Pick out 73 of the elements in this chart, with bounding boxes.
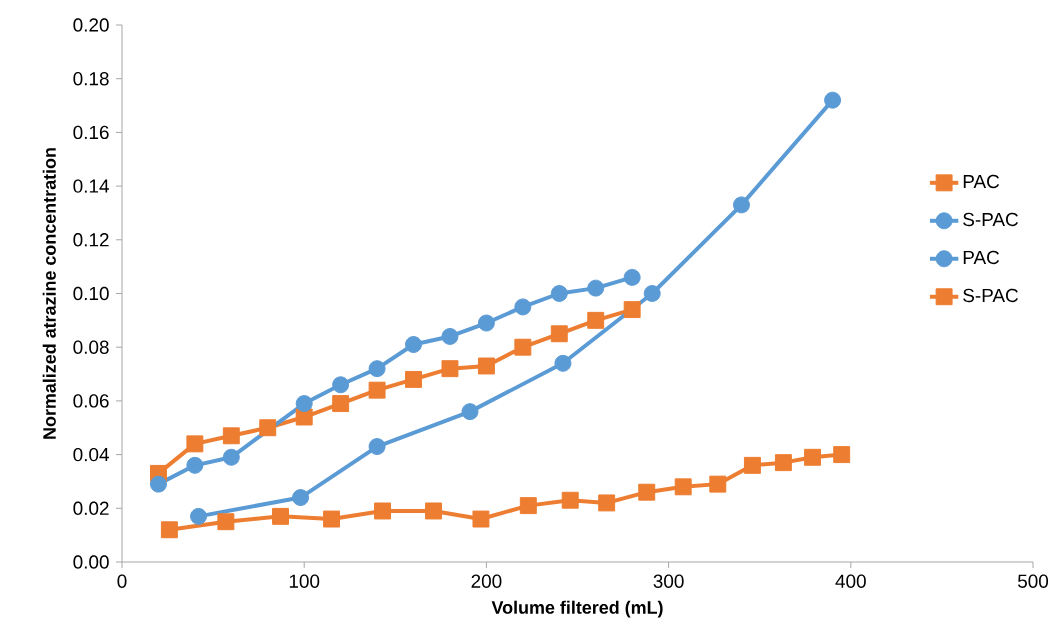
point — [743, 456, 761, 474]
point — [709, 475, 727, 493]
x-tick-label: 0 — [117, 574, 127, 588]
y-tick-label: 0.20 — [73, 18, 109, 32]
point — [461, 403, 479, 421]
point — [186, 456, 204, 474]
y-tick-label: 0.10 — [73, 286, 109, 301]
y-tick-label: 0.14 — [73, 179, 109, 193]
point — [472, 510, 490, 528]
point — [323, 510, 340, 528]
point — [774, 454, 792, 472]
y-axis-title: Normalized atrazine concentration — [42, 148, 56, 439]
point — [519, 497, 537, 515]
point — [674, 478, 692, 496]
point — [561, 491, 579, 509]
point — [368, 381, 386, 399]
point — [587, 311, 605, 329]
x-tick-label: 500 — [1017, 574, 1049, 588]
legend-label: PAC — [963, 250, 1000, 265]
point — [292, 489, 310, 507]
y-tick-label: 0.02 — [73, 501, 109, 515]
y-tick-label: 0.00 — [73, 555, 109, 569]
point — [554, 354, 572, 372]
point — [222, 448, 240, 466]
point — [332, 395, 350, 413]
point — [405, 336, 422, 353]
point — [332, 376, 350, 394]
point — [598, 494, 616, 512]
legend-label: S-PAC — [963, 288, 1018, 303]
point — [514, 338, 532, 356]
point — [477, 357, 495, 375]
point — [441, 327, 459, 345]
point — [441, 360, 459, 378]
point — [259, 419, 277, 437]
point — [824, 91, 842, 109]
point — [643, 285, 661, 302]
y-tick-label: 0.08 — [73, 340, 109, 354]
y-tick-label: 0.12 — [73, 233, 109, 247]
point — [160, 521, 178, 539]
point — [477, 314, 495, 332]
point — [405, 370, 422, 388]
point — [804, 448, 822, 466]
point — [295, 395, 313, 413]
x-tick-label: 300 — [653, 574, 684, 588]
point — [833, 446, 851, 464]
x-tick-label: 200 — [471, 574, 502, 588]
x-tick-label: 100 — [289, 574, 320, 588]
point — [374, 502, 392, 520]
point — [368, 438, 386, 456]
y-tick-label: 0.06 — [73, 394, 109, 408]
y-tick-label: 0.16 — [73, 125, 109, 140]
y-tick-label: 0.04 — [73, 447, 109, 462]
point — [638, 483, 656, 501]
point — [368, 360, 386, 378]
point — [623, 301, 641, 319]
point — [623, 268, 641, 286]
point — [222, 427, 240, 445]
point — [186, 435, 204, 453]
point — [587, 279, 605, 297]
point — [425, 502, 443, 520]
point — [514, 298, 532, 316]
point — [550, 285, 568, 302]
legend-label: S-PAC — [963, 212, 1018, 227]
x-axis-title: Volume filtered (mL) — [491, 600, 663, 618]
point — [550, 325, 568, 343]
point — [217, 513, 235, 531]
point — [272, 507, 289, 525]
legend-label: PAC — [963, 174, 1000, 189]
x-tick-label: 400 — [835, 574, 866, 588]
y-tick-label: 0.18 — [73, 71, 109, 86]
point — [149, 475, 167, 493]
point — [190, 507, 207, 525]
point — [733, 196, 750, 214]
